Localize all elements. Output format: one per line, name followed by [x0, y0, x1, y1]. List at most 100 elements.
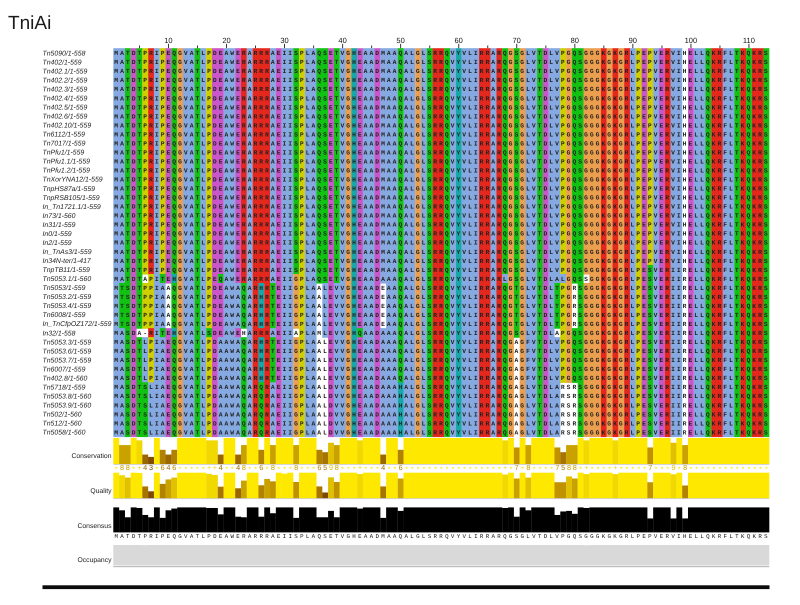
svg-text:MTSDTPPIAAQGVATLPDEAWAQARHRTEI: MTSDTPPIAAQGVATLPDEAWAQARHRTEIIGPLAALEVV… — [114, 285, 769, 292]
svg-text:*: * — [730, 465, 733, 474]
svg-text:MATDTPRIPEQGVATLPDEAWERARRRAEI: MATDTPRIPEQGVATLPDEAWERARRRAEIISPLAQSETV… — [114, 258, 769, 265]
svg-text:MATDTPRIPEQGVATLPDEAWERARRRAEI: MATDTPRIPEQGVATLPDEAWERARRRAEIISPLAQSETV… — [114, 59, 769, 66]
svg-text:MATDTPRIPEQGVATLPDEAWERARRRAEI: MATDTPRIPEQGVATLPDEAWERARRRAEIISPLAQSETV… — [114, 267, 769, 274]
svg-text:Tn5053.6/1-559: Tn5053.6/1-559 — [43, 348, 92, 355]
svg-text:*: * — [283, 465, 286, 474]
svg-text:MTSDTPPIAAQGVATLPDEAWAQARHRTEI: MTSDTPPIAAQGVATLPDEAWAQARHRTEIIGPLAALEVV… — [114, 303, 769, 310]
svg-text:MASDTLPIAEQGVATLPDAAWAQARHRTEI: MASDTLPIAEQGVATLPDAAWAQARHRTEIIGPLAALEVV… — [114, 366, 769, 373]
svg-text:*: * — [155, 465, 158, 474]
svg-text:Tn5053.1/1-560: Tn5053.1/1-560 — [43, 276, 92, 283]
svg-text:3: 3 — [149, 463, 153, 472]
svg-text:20: 20 — [222, 36, 230, 45]
svg-text:*: * — [678, 465, 681, 474]
svg-text:4: 4 — [219, 463, 223, 472]
svg-text:+: + — [213, 463, 217, 472]
svg-text:*: * — [341, 465, 344, 474]
svg-text:In_TnAs3/1-559: In_TnAs3/1-559 — [43, 249, 92, 256]
svg-text:TnPfu1/1-559: TnPfu1/1-559 — [43, 150, 85, 157]
svg-text:Tn402.5/1-559: Tn402.5/1-559 — [43, 104, 88, 111]
svg-text:+: + — [137, 463, 141, 472]
svg-text:Tn5053.2/1-559: Tn5053.2/1-559 — [43, 294, 92, 301]
svg-text:*: * — [405, 465, 408, 474]
svg-text:*: * — [457, 465, 460, 474]
svg-text:*: * — [753, 465, 756, 474]
svg-text:Tn402.8/1-560: Tn402.8/1-560 — [43, 375, 88, 382]
svg-text:MATDTPRIPEQGVATLPDEAWERARRRAEI: MATDTPRIPEQGVATLPDEAWERARRRAEIISPLAQSETV… — [114, 533, 769, 540]
svg-text:*: * — [579, 465, 582, 474]
svg-text:Tn5058/1-560: Tn5058/1-560 — [43, 430, 86, 437]
svg-text:9: 9 — [329, 463, 333, 472]
svg-text:*: * — [370, 465, 373, 474]
svg-text:Tn5053/1-559: Tn5053/1-559 — [43, 285, 86, 292]
svg-text:8: 8 — [126, 463, 130, 472]
svg-text:*: * — [689, 465, 692, 474]
svg-text:*: * — [254, 465, 257, 474]
svg-text:8: 8 — [120, 463, 124, 472]
svg-text:+: + — [613, 463, 617, 472]
svg-text:*: * — [707, 465, 710, 474]
svg-text:*: * — [480, 465, 483, 474]
svg-text:*: * — [231, 465, 234, 474]
svg-text:+: + — [207, 463, 211, 472]
svg-text:MATDTPRIPEQGVATLPDEAWERARRRAEI: MATDTPRIPEQGVATLPDEAWERARRRAEIISPLAQSETV… — [114, 167, 769, 174]
svg-text:+: + — [358, 463, 362, 472]
svg-text:Tn5053.7/1-559: Tn5053.7/1-559 — [43, 357, 92, 364]
svg-text:*: * — [132, 465, 135, 474]
svg-text:8: 8 — [526, 463, 530, 472]
svg-text:10: 10 — [164, 36, 172, 45]
svg-text:MATDTPRIPEQGVATLPDEAWERARRRAEI: MATDTPRIPEQGVATLPDEAWERARRRAEIISPLAQSETV… — [114, 240, 769, 247]
svg-text:*: * — [765, 465, 768, 474]
svg-text:*: * — [544, 465, 547, 474]
svg-text:*: * — [498, 465, 501, 474]
svg-text:*: * — [115, 465, 118, 474]
svg-text:8: 8 — [294, 463, 298, 472]
svg-text:*: * — [277, 465, 280, 474]
svg-text:MASDA-RITEHGVATLSDEAWEHARRRAEI: MASDA-RITEHGVATLSDEAWEHARRRAEIIAPLAMLEVV… — [114, 330, 769, 337]
svg-text:*: * — [718, 465, 721, 474]
svg-text:*: * — [475, 465, 478, 474]
svg-text:Conservation: Conservation — [71, 453, 111, 460]
svg-text:MATDTPRIPEQGVATLPDEAWERARRRAEI: MATDTPRIPEQGVATLPDEAWERARRRAEIISPLAQSETV… — [114, 131, 769, 138]
svg-text:Tn7017/1-559: Tn7017/1-559 — [43, 141, 86, 148]
svg-text:*: * — [736, 465, 739, 474]
svg-text:8: 8 — [271, 463, 275, 472]
svg-text:In34N-ter/1-417: In34N-ter/1-417 — [43, 258, 92, 265]
svg-text:*: * — [306, 465, 309, 474]
svg-text:*: * — [539, 465, 542, 474]
svg-text:6: 6 — [399, 463, 403, 472]
svg-text:MTSDTPPIAAQGVATLPDEAWAQARHRTEI: MTSDTPPIAAQGVATLPDEAWAQARHRTEIIGPLAALEVV… — [114, 312, 769, 319]
svg-text:MATDTPRIPEQGVATLPDEAWERARRRAEI: MATDTPRIPEQGVATLPDEAWERARRRAEIISPLAQSETV… — [114, 104, 769, 111]
svg-text:*: * — [701, 465, 704, 474]
svg-text:*: * — [521, 465, 524, 474]
svg-text:*: * — [376, 465, 379, 474]
svg-text:MATDTPRIPEQGVATLPDEAWERARRRAEI: MATDTPRIPEQGVATLPDEAWERARRRAEIISPLAQSETV… — [114, 204, 769, 211]
svg-text:*: * — [364, 465, 367, 474]
svg-text:*: * — [190, 465, 193, 474]
svg-text:*: * — [597, 465, 600, 474]
svg-text:90: 90 — [629, 36, 637, 45]
svg-text:MASDTLPIAEQGVATLPDAAWAQARHRTEI: MASDTLPIAEQGVATLPDAAWAQARHRTEIIGPLAALEVV… — [114, 339, 769, 346]
svg-text:TnpTB11/1-559: TnpTB11/1-559 — [43, 267, 91, 274]
svg-text:*: * — [666, 465, 669, 474]
svg-text:Occupancy: Occupancy — [77, 557, 112, 564]
svg-text:MATDTAPITEHGVATLPEQAWERARRRAEI: MATDTAPITEHGVATLPEQAWERARRRAEIIGPLAQSETV… — [114, 276, 769, 283]
svg-text:*: * — [446, 465, 449, 474]
svg-text:MATDTPRIPEQGVATLPDEAWERARRRAEI: MATDTPRIPEQGVATLPDEAWERARRRAEIISPLAQSETV… — [114, 249, 769, 256]
svg-text:*: * — [608, 465, 611, 474]
svg-text:MASDTSLIAEQGVATLPDAAWAQARQRAEI: MASDTSLIAEQGVATLPDAAWAQARQRAEIIGPLAALDVV… — [114, 393, 769, 400]
svg-text:MATDTPRIPEQGVATLPDEAWERARRRAEI: MATDTPRIPEQGVATLPDEAWERARRRAEIISPLAQSETV… — [114, 68, 769, 75]
svg-text:8: 8 — [573, 463, 577, 472]
svg-text:Tn5053.3/1-559: Tn5053.3/1-559 — [43, 339, 92, 346]
svg-text:MATDTPRIPEQGVATLPDEAWERARRRAEI: MATDTPRIPEQGVATLPDEAWERARRRAEIISPLAQSETV… — [114, 158, 769, 165]
svg-text:*: * — [289, 465, 292, 474]
svg-text:*: * — [393, 465, 396, 474]
svg-text:MASDTLPIAEQGVATLPDAAWAQARHRTEI: MASDTLPIAEQGVATLPDAAWAQARHRTEIIGPLAALEVV… — [114, 357, 769, 364]
svg-text:+: + — [503, 463, 507, 472]
svg-text:MATDTPRIPEQGVATLPDEAWERARRRAEI: MATDTPRIPEQGVATLPDEAWERARRRAEIISPLAQSETV… — [114, 140, 769, 147]
svg-text:6: 6 — [161, 463, 165, 472]
svg-text:7: 7 — [555, 463, 559, 472]
svg-text:4: 4 — [381, 463, 385, 472]
svg-text:MASDTLPIAEQGVATLPDAAWAQARHRTEI: MASDTLPIAEQGVATLPDAAWAQARHRTEIIGPLAALEVV… — [114, 375, 769, 382]
svg-text:*: * — [626, 465, 629, 474]
svg-text:Tn402/1-559: Tn402/1-559 — [43, 59, 82, 66]
